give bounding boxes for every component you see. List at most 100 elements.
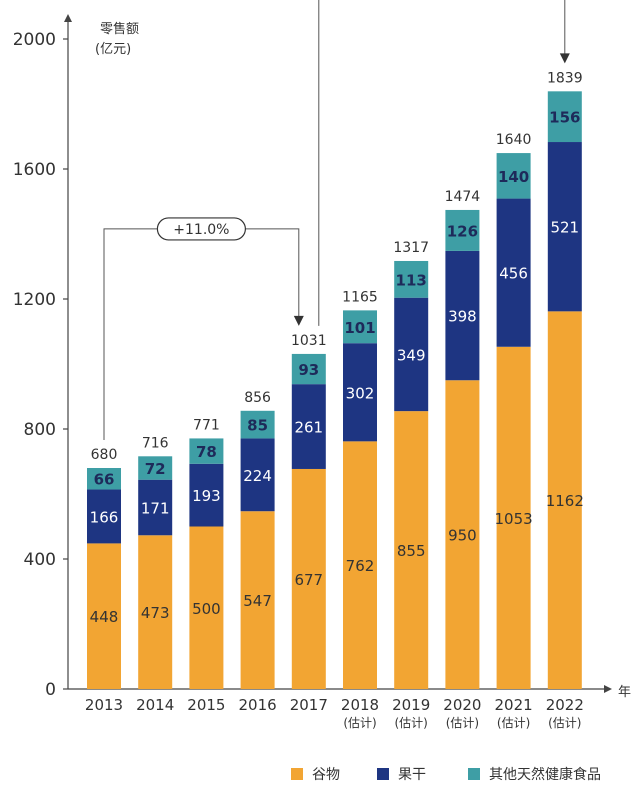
- bar-segment-3: [394, 260, 429, 298]
- x-tick-label: 2013: [85, 696, 123, 714]
- legend-swatch-1: [291, 768, 303, 780]
- legend-swatch-2: [377, 768, 389, 780]
- bar-value-label: 166: [90, 508, 119, 526]
- bar-value-label: 677: [294, 571, 323, 589]
- bar-value-label: 140: [498, 168, 529, 186]
- bar-total-label: 1317: [393, 240, 429, 256]
- bar-value-label: 171: [141, 499, 170, 517]
- bar-value-label: 85: [247, 417, 268, 435]
- bar-value-label: 500: [192, 600, 221, 618]
- bar-segment-2: [547, 142, 582, 312]
- bar-value-label: 1162: [546, 492, 584, 510]
- bar-segment-1: [138, 535, 173, 689]
- x-tick-note: (估计): [446, 716, 479, 730]
- growth-arrowhead: [293, 315, 304, 326]
- x-tick-note: (估计): [395, 716, 428, 730]
- bar-total-label: 680: [91, 447, 118, 463]
- legend: 谷物 果干 其他天然健康食品: [291, 766, 601, 783]
- y-tick-label: 1200: [13, 290, 56, 310]
- y-tick-label: 2000: [13, 30, 56, 50]
- bar-segment-2: [189, 463, 224, 527]
- bar-segment-3: [240, 410, 275, 439]
- legend-label-2: 果干: [398, 767, 426, 783]
- bar-value-label: 78: [196, 443, 217, 461]
- bar-value-label: 93: [298, 361, 319, 379]
- bar-value-label: 855: [397, 542, 426, 560]
- x-axis-title: 年: [618, 685, 631, 700]
- x-tick-label: 2021: [495, 696, 533, 714]
- bar-segment-3: [343, 310, 377, 344]
- bar-value-label: 950: [448, 527, 477, 545]
- legend-swatch-3: [468, 768, 480, 780]
- x-tick-note: (估计): [548, 716, 581, 730]
- x-tick-note: (估计): [343, 716, 376, 730]
- bar-total-label: 1640: [496, 132, 532, 148]
- growth-bracket: [103, 228, 300, 440]
- bar-total-label: 1474: [445, 189, 481, 205]
- growth-annotations: +11.0%+12.3%: [103, 0, 570, 440]
- x-tick-label: 2018: [341, 696, 379, 714]
- bar-segment-1: [291, 468, 326, 689]
- bar-segment-2: [496, 198, 531, 347]
- x-tick-label: 2019: [392, 696, 430, 714]
- y-tick-label: 0: [45, 680, 56, 700]
- growth-label: +11.0%: [173, 222, 229, 238]
- bar-segment-2: [343, 343, 377, 442]
- x-tick-label: 2014: [136, 696, 174, 714]
- bar-segment-2: [394, 297, 429, 412]
- bar-segment-3: [138, 456, 173, 480]
- x-tick-label: 2016: [239, 696, 277, 714]
- bar-segment-3: [87, 468, 121, 490]
- y-axis-arrow: [64, 14, 72, 22]
- growth-pill: [156, 217, 246, 241]
- axes: 0 400 800 1200 1600 2000 零售额 (亿元) 年 2013 2014 2015 2…: [13, 14, 631, 730]
- bar-value-label: 224: [243, 467, 272, 485]
- bar-value-label: 349: [397, 346, 426, 364]
- bar-value-label: 456: [499, 265, 528, 283]
- bar-value-label: 156: [549, 109, 580, 127]
- bar-value-label: 302: [346, 384, 375, 402]
- y-tick-label: 800: [24, 420, 56, 440]
- bar-segment-2: [445, 250, 480, 381]
- bar-value-label: 762: [346, 557, 375, 575]
- growth-bracket: [318, 0, 566, 326]
- bar-segment-3: [496, 153, 531, 199]
- bar-segment-3: [445, 209, 480, 251]
- bar-value-label: 261: [294, 419, 323, 437]
- bar-segment-3: [547, 91, 582, 143]
- bar-segment-2: [291, 384, 326, 469]
- x-axis-arrow: [604, 685, 612, 693]
- bar-segment-1: [189, 526, 224, 689]
- bar-total-label: 1165: [342, 289, 378, 305]
- bar-segment-1: [87, 543, 121, 689]
- y-axis-title: 零售额: [100, 21, 139, 37]
- bar-segment-1: [496, 346, 531, 689]
- bar-value-label: 448: [90, 608, 119, 626]
- bar-value-label: 398: [448, 308, 477, 326]
- bar-value-label: 521: [550, 219, 579, 237]
- bar-segment-1: [240, 511, 275, 689]
- bar-value-label: 113: [396, 271, 427, 289]
- bar-value-label: 72: [145, 460, 166, 478]
- bar-total-label: 856: [244, 390, 271, 406]
- bar-value-label: 101: [344, 319, 375, 337]
- x-tick-note: (估计): [497, 716, 530, 730]
- bar-total-label: 716: [142, 435, 169, 451]
- bar-segment-1: [343, 441, 377, 689]
- legend-label-1: 谷物: [312, 767, 340, 783]
- y-tick-label: 1600: [13, 160, 56, 180]
- bar-value-label: 193: [192, 487, 221, 505]
- bar-segment-2: [240, 438, 275, 512]
- bar-total-label: 1031: [291, 333, 327, 349]
- x-tick-label: 2015: [187, 696, 225, 714]
- legend-label-3: 其他天然健康食品: [489, 766, 601, 783]
- bar-total-label: 1839: [547, 70, 583, 86]
- bar-value-label: 1053: [495, 510, 533, 528]
- bar-segment-3: [189, 438, 224, 464]
- x-tick-label: 2022: [546, 696, 584, 714]
- bar-segment-3: [291, 353, 326, 385]
- bar-total-label: 771: [193, 417, 220, 433]
- bar-segment-1: [445, 380, 480, 689]
- bar-segment-2: [87, 489, 121, 544]
